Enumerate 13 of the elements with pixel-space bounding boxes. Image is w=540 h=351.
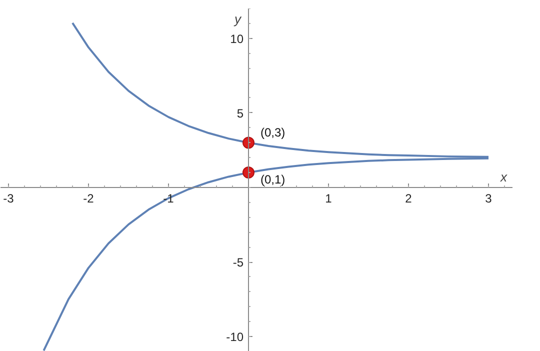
x-tick-label: 3 xyxy=(485,191,492,206)
y-tick-label: -10 xyxy=(226,330,244,344)
annotation: (0,3) xyxy=(260,126,286,140)
x-tick-label: -2 xyxy=(83,191,94,206)
y-axis-title: y xyxy=(234,12,242,26)
y-tick-label: 5 xyxy=(236,106,244,120)
x-axis-title: x xyxy=(500,169,508,184)
x-tick-label: -3 xyxy=(3,191,14,206)
y-tick-label: 10 xyxy=(230,32,244,46)
x-tick-label: 2 xyxy=(405,191,412,206)
y-tick-label: -5 xyxy=(232,256,244,270)
x-tick-label: 1 xyxy=(325,191,332,206)
annotation: (0,1) xyxy=(260,172,286,187)
